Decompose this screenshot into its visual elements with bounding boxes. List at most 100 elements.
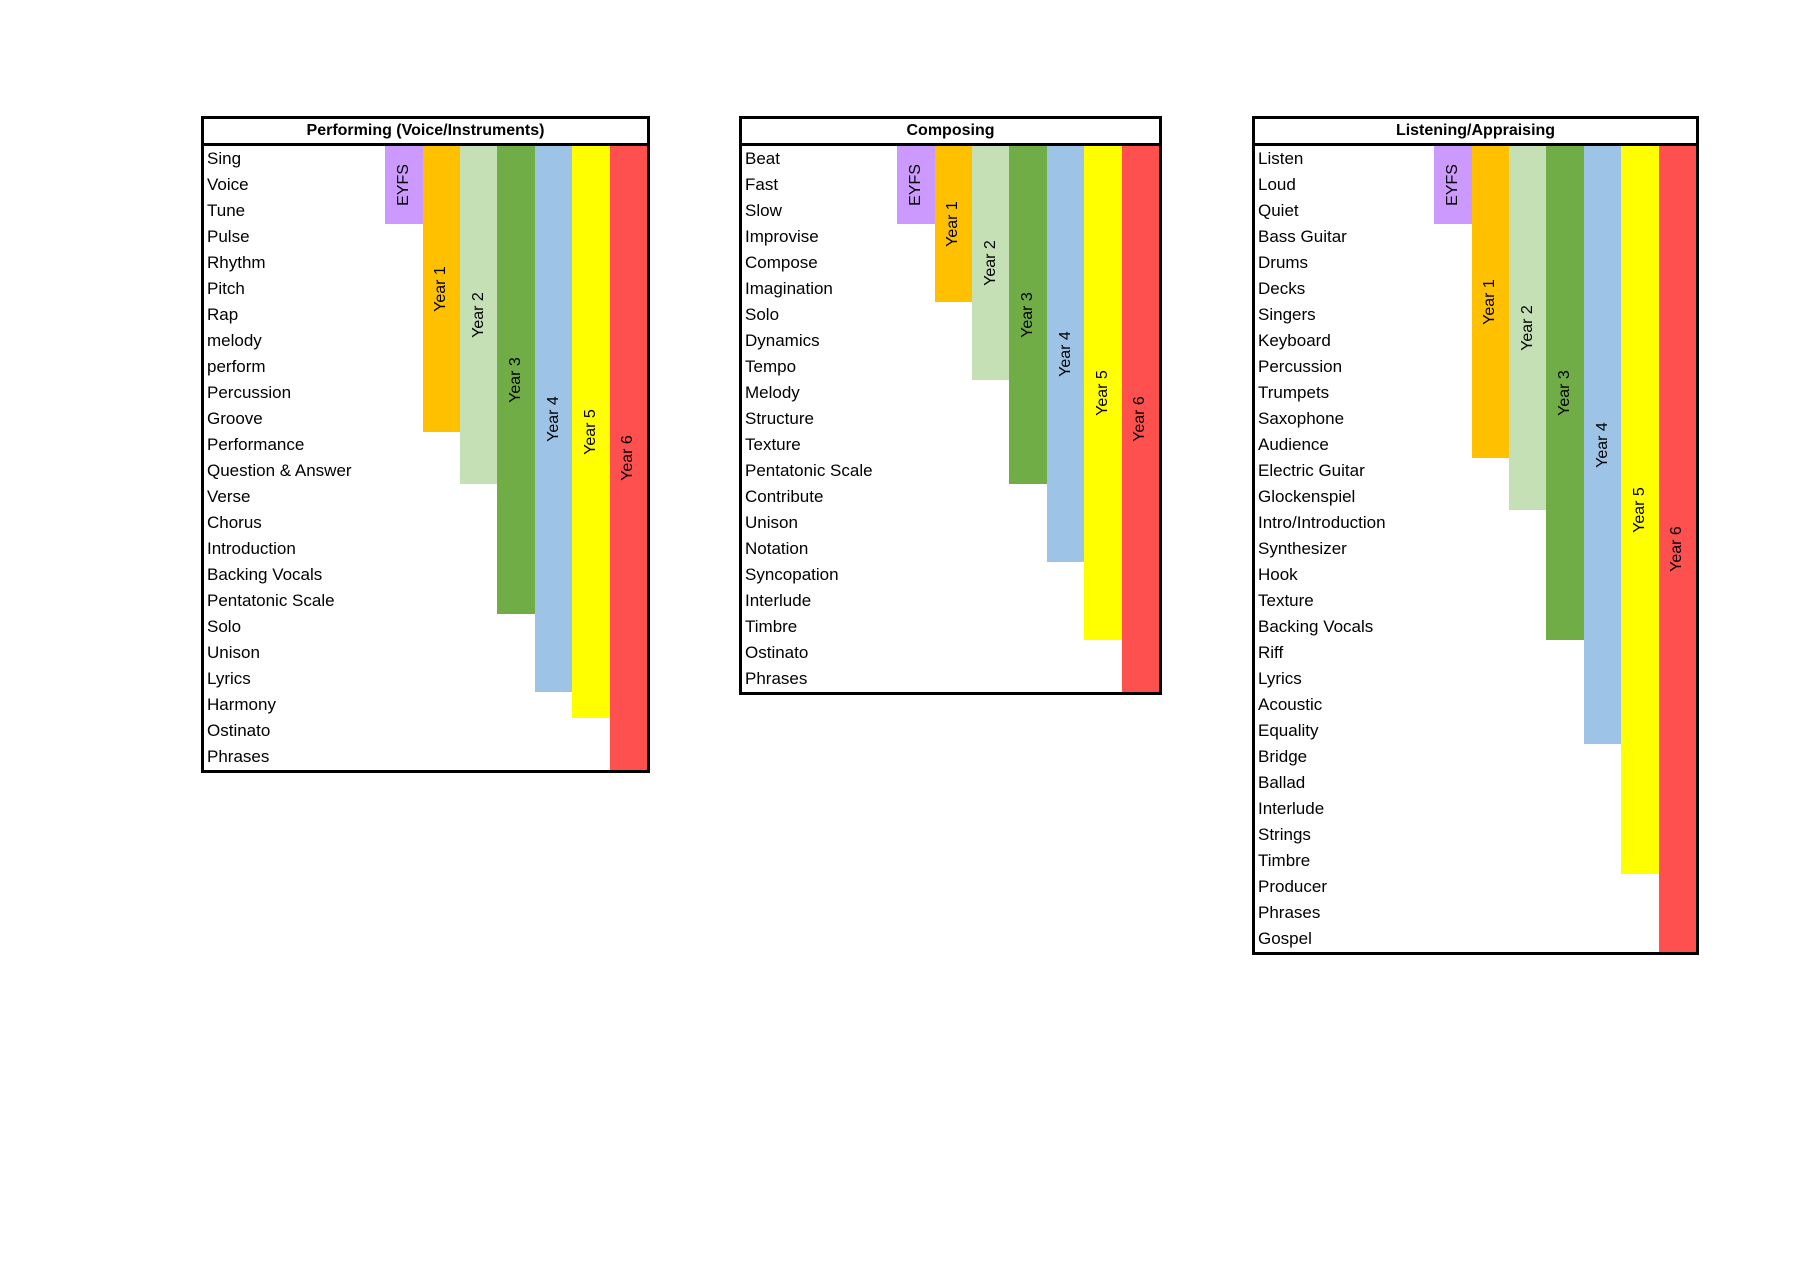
list-item: Ostinato	[207, 721, 271, 740]
band-year-2: Year 2	[972, 146, 1010, 380]
band-label: Year 6	[1668, 526, 1686, 572]
band-label: Year 2	[1518, 305, 1536, 351]
band-year-6: Year 6	[1658, 146, 1696, 952]
list-item: Timbre	[745, 617, 798, 636]
list-item: perform	[207, 357, 266, 376]
table-body: EYFS Year 1 Year 2 Year 3 Year 4 Year 5 Year 6…	[742, 146, 1159, 692]
band-label: Year 5	[1630, 487, 1648, 533]
list-item: Riff	[1258, 643, 1284, 662]
table-body: EYFS Year 1 Year 2 Year 3 Year 4 Year 5 Year 6…	[1255, 146, 1696, 952]
list-item: Intro/Introduction	[1258, 513, 1386, 532]
list-item: Performance	[207, 435, 305, 454]
list-item: Singers	[1258, 305, 1316, 324]
list-item: Keyboard	[1258, 331, 1331, 350]
list-item: Percussion	[207, 383, 292, 402]
list-item: melody	[207, 331, 262, 350]
list-item: Acoustic	[1258, 695, 1323, 714]
list-item: Trumpets	[1258, 383, 1330, 402]
band-year-3: Year 3	[1009, 146, 1047, 484]
list-item: Phrases	[207, 747, 270, 766]
band-label: Year 1	[944, 201, 962, 247]
list-item: Tune	[207, 201, 246, 220]
list-item: Rap	[207, 305, 239, 324]
list-item: Gospel	[1258, 929, 1312, 948]
band-year-6: Year 6	[609, 146, 647, 770]
band-eyfs: EYFS	[897, 146, 935, 224]
list-item: Pulse	[207, 227, 250, 246]
band-year-1: Year 1	[422, 146, 460, 432]
list-item: Texture	[1258, 591, 1314, 610]
list-item: Beat	[745, 149, 780, 168]
band-label: Year 3	[1556, 370, 1574, 416]
band-year-2: Year 2	[460, 146, 498, 484]
list-item: Audience	[1258, 435, 1329, 454]
band-year-4: Year 4	[534, 146, 573, 692]
list-item: Imagination	[745, 279, 833, 298]
band-label: EYFS	[1443, 164, 1461, 206]
band-label: EYFS	[394, 164, 412, 206]
band-label: Year 2	[469, 292, 487, 338]
band-year-5: Year 5	[572, 146, 610, 718]
list-item: Rhythm	[207, 253, 266, 272]
band-year-4: Year 4	[1046, 146, 1085, 562]
list-item: Timbre	[1258, 851, 1311, 870]
band-year-3: Year 3	[1546, 146, 1584, 640]
list-item: Melody	[745, 383, 800, 402]
list-item: Quiet	[1258, 201, 1299, 220]
band-year-4: Year 4	[1583, 146, 1622, 744]
table-title: Composing	[742, 119, 1159, 146]
band-year-5: Year 5	[1621, 146, 1659, 874]
band-year-5: Year 5	[1084, 146, 1122, 640]
list-item: Chorus	[207, 513, 262, 532]
list-item: Pitch	[207, 279, 245, 298]
band-label: Year 4	[1056, 331, 1074, 377]
list-item: Phrases	[1258, 903, 1321, 922]
list-item: Glockenspiel	[1258, 487, 1356, 506]
band-label: EYFS	[906, 164, 924, 206]
composing-table: Composing EYFS Year 1 Year 2 Year 3 Year 4 Ye…	[739, 116, 1162, 695]
list-item: Lyrics	[1258, 669, 1302, 688]
list-item: Bass Guitar	[1258, 227, 1347, 246]
band-eyfs: EYFS	[1434, 146, 1472, 224]
list-item: Verse	[207, 487, 251, 506]
table-title: Performing (Voice/Instruments)	[204, 119, 647, 146]
list-item: Listen	[1258, 149, 1304, 168]
list-item: Pentatonic Scale	[207, 591, 335, 610]
list-item: Pentatonic Scale	[745, 461, 873, 480]
list-item: Solo	[207, 617, 242, 636]
list-item: Structure	[745, 409, 814, 428]
band-year-2: Year 2	[1509, 146, 1547, 510]
list-item: Backing Vocals	[207, 565, 323, 584]
list-item: Compose	[745, 253, 818, 272]
list-item: Producer	[1258, 877, 1327, 896]
list-item: Texture	[745, 435, 801, 454]
list-item: Phrases	[745, 669, 808, 688]
list-item: Voice	[207, 175, 249, 194]
list-item: Unison	[745, 513, 798, 532]
list-item: Improvise	[745, 227, 819, 246]
table-body: EYFS Year 1 Year 2 Year 3 Year 4 Year 5 Year 6…	[204, 146, 647, 770]
list-item: Interlude	[745, 591, 812, 610]
band-label: Year 1	[1481, 279, 1499, 325]
listening-table: Listening/Appraising EYFS Year 1 Year 2 Yea…	[1252, 116, 1699, 955]
band-year-1: Year 1	[1471, 146, 1509, 458]
list-item: Question & Answer	[207, 461, 352, 480]
band-label: Year 5	[1093, 370, 1111, 416]
band-year-3: Year 3	[497, 146, 535, 614]
band-label: Year 4	[1593, 422, 1611, 468]
band-label: Year 6	[619, 435, 637, 481]
list-item: Hook	[1258, 565, 1298, 584]
band-label: Year 2	[981, 240, 999, 286]
band-label: Year 1	[432, 266, 450, 312]
list-item: Electric Guitar	[1258, 461, 1365, 480]
list-item: Syncopation	[745, 565, 839, 584]
list-item: Percussion	[1258, 357, 1343, 376]
list-item: Notation	[745, 539, 809, 558]
list-item: Loud	[1258, 175, 1296, 194]
list-item: Dynamics	[745, 331, 820, 350]
list-item: Ostinato	[745, 643, 809, 662]
list-item: Decks	[1258, 279, 1306, 298]
list-item: Introduction	[207, 539, 296, 558]
list-item: Bridge	[1258, 747, 1308, 766]
list-item: Solo	[745, 305, 780, 324]
